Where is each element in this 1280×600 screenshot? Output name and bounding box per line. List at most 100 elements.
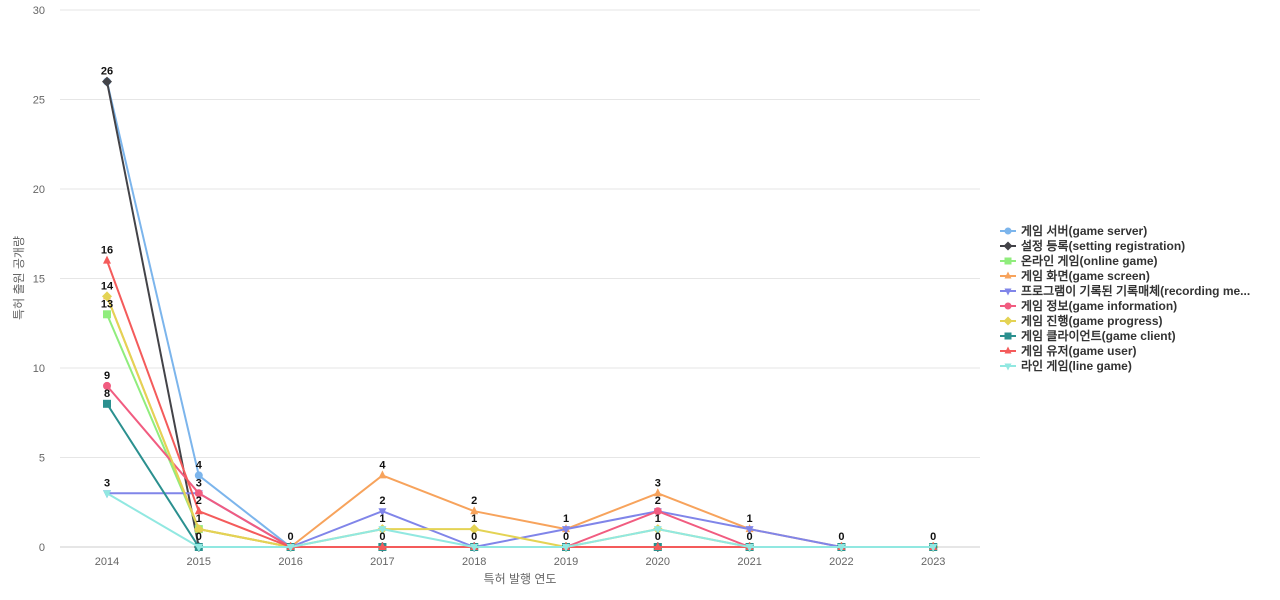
series-marker[interactable] xyxy=(653,507,662,516)
data-label: 0 xyxy=(747,531,753,543)
data-label: 1 xyxy=(196,513,202,525)
data-label: 14 xyxy=(101,280,114,292)
series-marker[interactable] xyxy=(194,489,203,498)
series-marker[interactable] xyxy=(194,506,203,515)
data-label: 1 xyxy=(379,513,385,525)
series-line[interactable] xyxy=(106,403,934,548)
legend-marker xyxy=(1004,288,1012,296)
series-group xyxy=(103,310,938,551)
series-line[interactable] xyxy=(106,81,934,548)
series-marker[interactable] xyxy=(469,524,480,535)
legend-marker xyxy=(1004,363,1012,371)
data-label: 9 xyxy=(104,370,110,382)
series-marker[interactable] xyxy=(103,399,111,408)
legend-item[interactable]: 게임 정보(game information) xyxy=(1000,298,1177,313)
series-marker[interactable] xyxy=(103,381,111,390)
data-label: 3 xyxy=(196,477,202,489)
legend-label: 게임 서버(game server) xyxy=(1021,223,1147,238)
series-marker[interactable] xyxy=(745,544,754,552)
x-tick-label: 2023 xyxy=(921,556,945,568)
legend-label: 게임 정보(game information) xyxy=(1021,298,1177,313)
series-marker[interactable] xyxy=(378,470,387,479)
data-label: 1 xyxy=(471,513,477,525)
legend-item[interactable]: 프로그램이 기록된 기록매체(recording me... xyxy=(1000,283,1250,298)
legend-label: 설정 등록(setting registration) xyxy=(1021,238,1185,253)
series-marker[interactable] xyxy=(653,526,662,535)
series-marker[interactable] xyxy=(103,255,111,264)
series-group xyxy=(103,255,938,550)
series-marker[interactable] xyxy=(378,542,387,550)
series-group xyxy=(103,77,938,551)
legend-item[interactable]: 게임 진행(game progress) xyxy=(1000,313,1163,328)
series-marker[interactable] xyxy=(653,488,662,497)
data-label: 16 xyxy=(101,245,113,257)
x-tick-label: 2022 xyxy=(829,556,853,568)
series-marker[interactable] xyxy=(929,544,938,552)
data-label: 0 xyxy=(196,531,202,543)
legend-marker xyxy=(1004,302,1012,310)
legend-item[interactable]: 온라인 게임(online game) xyxy=(1000,253,1158,268)
legend-label: 게임 클라이언트(game client) xyxy=(1021,328,1176,343)
data-label: 1 xyxy=(563,513,569,525)
legend-item[interactable]: 게임 화면(game screen) xyxy=(1000,268,1150,283)
series-marker[interactable] xyxy=(470,506,479,515)
series-line[interactable] xyxy=(106,260,934,548)
y-tick-label: 15 xyxy=(33,274,45,286)
legend-label: 라인 게임(line game) xyxy=(1021,358,1132,373)
series-marker[interactable] xyxy=(194,544,203,552)
legend-item[interactable]: 설정 등록(setting registration) xyxy=(1000,238,1185,253)
series-marker[interactable] xyxy=(194,471,203,480)
series-marker[interactable] xyxy=(470,544,479,552)
legend-label: 게임 유저(game user) xyxy=(1021,343,1137,358)
series-marker[interactable] xyxy=(562,526,570,535)
legend-item[interactable]: 게임 서버(game server) xyxy=(1000,223,1147,238)
series-marker[interactable] xyxy=(193,524,204,535)
legend-marker xyxy=(1004,257,1012,265)
x-tick-label: 2021 xyxy=(737,556,761,568)
series-marker[interactable] xyxy=(102,76,112,87)
data-label: 3 xyxy=(104,477,110,489)
data-label: 1 xyxy=(747,513,753,525)
x-axis-title: 특허 발행 연도 xyxy=(484,571,557,586)
data-label: 0 xyxy=(838,531,844,543)
data-label: 0 xyxy=(471,531,477,543)
series-layer xyxy=(102,76,939,552)
y-tick-label: 25 xyxy=(33,95,45,107)
series-marker[interactable] xyxy=(745,526,754,535)
x-tick-label: 2020 xyxy=(646,556,670,568)
series-line[interactable] xyxy=(106,296,934,548)
data-label: 3 xyxy=(655,477,661,489)
series-line[interactable] xyxy=(106,296,934,548)
series-marker[interactable] xyxy=(103,490,111,499)
x-tick-label: 2018 xyxy=(462,556,486,568)
series-marker[interactable] xyxy=(837,544,846,552)
series-marker[interactable] xyxy=(286,544,295,552)
series-marker[interactable] xyxy=(378,508,387,517)
legend-item[interactable]: 게임 클라이언트(game client) xyxy=(1000,328,1176,343)
series-marker[interactable] xyxy=(562,544,570,552)
x-tick-label: 2014 xyxy=(95,556,119,568)
legend-item[interactable]: 게임 유저(game user) xyxy=(1000,343,1137,358)
data-label: 2 xyxy=(655,495,661,507)
data-label: 0 xyxy=(288,531,294,543)
legend-marker xyxy=(1004,332,1012,340)
series-line[interactable] xyxy=(106,492,934,548)
series-group xyxy=(102,291,939,552)
series-marker[interactable] xyxy=(378,526,387,535)
data-label: 1 xyxy=(655,513,661,525)
legend-item[interactable]: 라인 게임(line game) xyxy=(1000,358,1132,373)
series-marker[interactable] xyxy=(103,310,111,319)
y-tick-label: 0 xyxy=(39,542,45,554)
data-label: 0 xyxy=(930,531,936,543)
y-tick-label: 5 xyxy=(39,453,45,465)
data-label: 0 xyxy=(563,531,569,543)
legend-label: 게임 화면(game screen) xyxy=(1021,268,1150,283)
data-label: 2 xyxy=(471,495,477,507)
series-marker[interactable] xyxy=(653,542,662,550)
series-line[interactable] xyxy=(106,81,934,548)
grid-layer xyxy=(60,9,980,548)
legend-marker xyxy=(1004,346,1012,354)
series-marker[interactable] xyxy=(102,291,112,302)
